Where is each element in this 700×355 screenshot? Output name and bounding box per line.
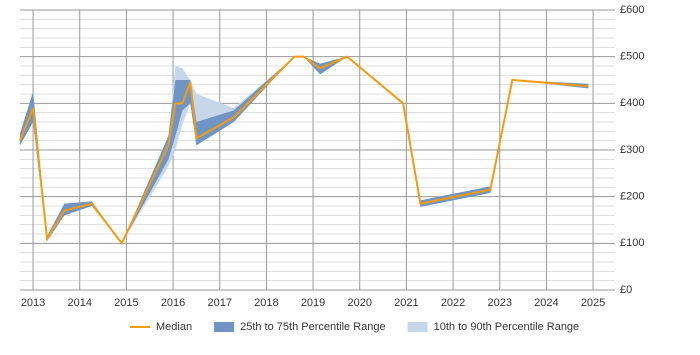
y-tick-label: £400	[620, 97, 644, 109]
x-tick-label: 2023	[487, 297, 511, 309]
x-tick-label: 2018	[254, 297, 278, 309]
percentile-band	[20, 56, 589, 244]
legend-swatch	[407, 322, 428, 332]
x-tick-label: 2017	[207, 297, 231, 309]
y-tick-label: £500	[620, 51, 644, 63]
y-tick-label: £100	[620, 237, 644, 249]
x-tick-label: 2022	[441, 297, 465, 309]
y-tick-label: £0	[620, 284, 632, 296]
y-tick-label: £600	[620, 4, 644, 16]
x-tick-label: 2019	[301, 297, 325, 309]
y-tick-label: £300	[620, 144, 644, 156]
y-tick-label: £200	[620, 191, 644, 203]
legend-label: 25th to 75th Percentile Range	[240, 321, 386, 333]
x-tick-label: 2013	[21, 297, 45, 309]
x-tick-label: 2024	[534, 297, 558, 309]
legend-label: Median	[156, 321, 192, 333]
x-tick-label: 2025	[581, 297, 605, 309]
x-tick-label: 2016	[161, 297, 185, 309]
x-tick-label: 2020	[347, 297, 371, 309]
legend-label: 10th to 90th Percentile Range	[434, 321, 580, 333]
x-tick-label: 2015	[114, 297, 138, 309]
x-tick-label: 2014	[67, 297, 91, 309]
legend-swatch	[214, 322, 235, 332]
median-line	[19, 55, 589, 246]
x-tick-label: 2021	[394, 297, 418, 309]
